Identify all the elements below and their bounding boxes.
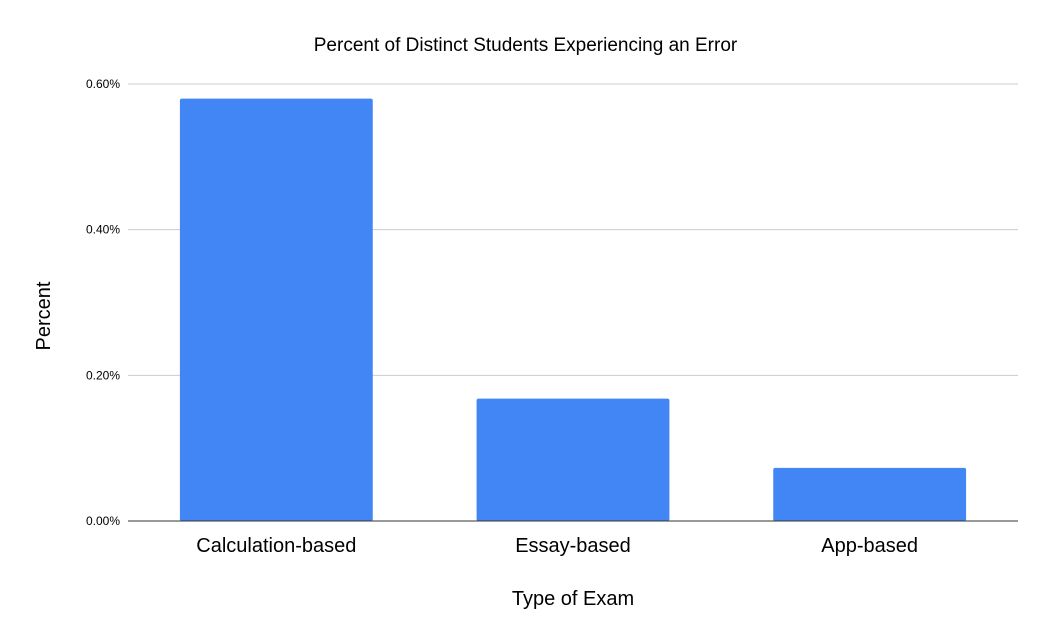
bar-calculation-based	[179, 98, 373, 522]
y-axis-label: Percent	[33, 281, 55, 350]
bar-app-based	[773, 467, 967, 521]
y-tick-label: 0.40%	[86, 223, 120, 237]
bar-essay-based	[476, 398, 670, 521]
y-axis-ticks: 0.00% 0.20% 0.40% 0.60%	[86, 77, 120, 528]
bars	[179, 98, 967, 522]
y-tick-label: 0.20%	[86, 368, 120, 382]
x-tick-label: Calculation-based	[196, 535, 356, 557]
y-tick-label: 0.60%	[86, 77, 120, 91]
x-tick-label: App-based	[821, 535, 918, 557]
x-tick-label: Essay-based	[515, 535, 631, 557]
y-tick-label: 0.00%	[86, 514, 120, 528]
x-axis-label: Type of Exam	[512, 588, 634, 610]
x-axis-ticks: Calculation-based Essay-based App-based	[196, 535, 918, 557]
chart-title: Percent of Distinct Students Experiencin…	[314, 35, 738, 56]
